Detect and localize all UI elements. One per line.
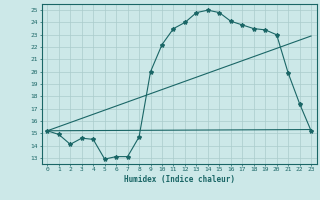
X-axis label: Humidex (Indice chaleur): Humidex (Indice chaleur) (124, 175, 235, 184)
